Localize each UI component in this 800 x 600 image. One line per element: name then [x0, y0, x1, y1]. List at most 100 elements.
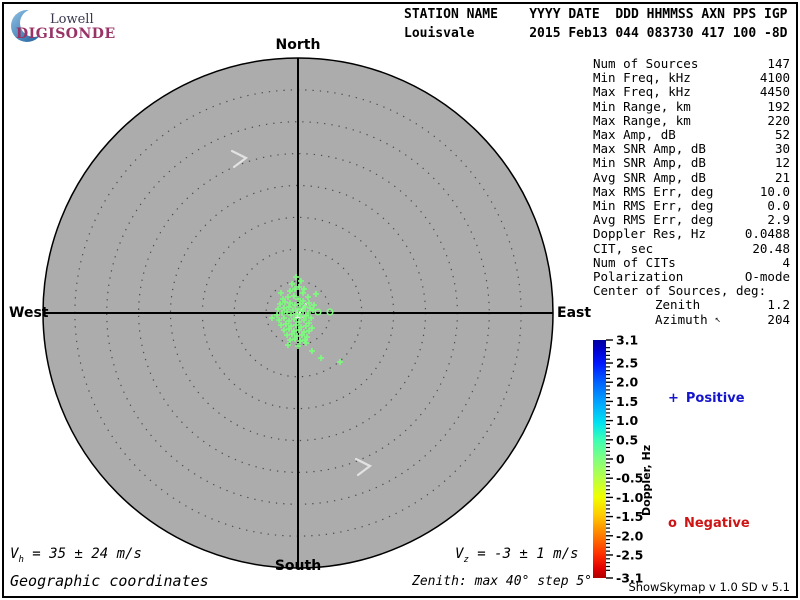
plus-marker-icon: +: [668, 391, 679, 406]
stat-row: Doppler Res, Hz 0.0488: [593, 227, 790, 241]
doppler-colorbar: 3.1 2.5 2.0 1.5 1.0 0.5 0 -0.5 -1.0 -1.5 -2.0 -2.5 -…: [593, 335, 644, 586]
svg-text:0.5: 0.5: [616, 432, 638, 447]
svg-text:-1.0: -1.0: [616, 490, 644, 505]
source-points-positive: [269, 274, 343, 365]
stat-label: Max Amp, dB: [593, 127, 676, 143]
stat-value: 12: [774, 155, 790, 171]
station-header-line1: STATION NAME YYYY DATE DDD HHMMSS AXN PP…: [404, 7, 788, 22]
compass-west-label: West: [9, 305, 49, 321]
stat-label: Min SNR Amp, dB: [593, 155, 706, 171]
version-text: ShowSkymap v 1.0 SD v 5.1: [628, 580, 790, 594]
svg-text:-3.1: -3.1: [616, 571, 643, 586]
stat-row: Max RMS Err, deg 10.0: [593, 183, 790, 199]
positive-legend: + Positive: [668, 391, 745, 406]
stat-label: Polarization: [593, 269, 684, 285]
stat-row: Num of CITs 4: [593, 254, 790, 270]
stat-value: 21: [774, 169, 790, 185]
vh-value: = 35 ± 24 m/s: [23, 546, 142, 562]
stat-label: Num of CITs: [593, 254, 676, 270]
stat-label: Max SNR Amp, dB: [593, 141, 706, 157]
stat-label: Max Range, km: [593, 112, 691, 128]
horizontal-velocity-text: Vh = 35 ± 24 m/s: [10, 546, 142, 565]
colorbar-tick-labels: 3.1 2.5 2.0 1.5 1.0 0.5 0 -0.5 -1.0 -1.5 -2.0 -2.5 -…: [616, 335, 644, 586]
stat-row: Avg SNR Amp, dB 21: [593, 169, 790, 185]
stat-label: Avg RMS Err, deg: [593, 212, 714, 228]
stat-value: 20.48: [752, 240, 790, 256]
vh-subscript: h: [18, 554, 24, 565]
positive-legend-label: Positive: [685, 391, 745, 406]
stat-value: 1.2: [767, 297, 790, 313]
vertical-velocity-text: Vz = -3 ± 1 m/s: [455, 546, 578, 565]
stat-value: 10.0: [759, 183, 790, 199]
stat-row: Center of Sources, deg:: [593, 284, 790, 298]
stat-label: Zenith: [655, 297, 701, 313]
svg-text:2.0: 2.0: [616, 375, 638, 390]
digisonde-logo: Lowell DIGISONDE: [8, 5, 138, 47]
stat-label: Center of Sources, deg:: [593, 283, 767, 299]
circle-marker-icon: o: [668, 516, 677, 531]
azimuth-direction-icon: ↖: [714, 313, 721, 325]
compass-north-label: North: [275, 37, 321, 53]
negative-legend: o Negative: [668, 516, 750, 531]
colorbar-ticks: [606, 339, 613, 579]
svg-text:2.5: 2.5: [616, 356, 638, 371]
stat-label: Azimuth: [655, 311, 708, 327]
stat-row: Min Freq, kHz 4100: [593, 71, 790, 85]
svg-text:-1.5: -1.5: [616, 509, 643, 524]
stat-row: Max Freq, kHz 4450: [593, 85, 790, 99]
source-points-negative: [314, 308, 334, 316]
stat-row: Max Range, km 220: [593, 112, 790, 128]
stat-label: Max Freq, kHz: [593, 84, 691, 100]
svg-text:0: 0: [616, 452, 625, 467]
stat-row: Avg RMS Err, deg 2.9: [593, 213, 790, 227]
logo-crescent-icon: [11, 9, 48, 42]
stat-value: 4: [782, 254, 790, 270]
svg-text:3.1: 3.1: [616, 335, 638, 348]
compass-south-label: South: [274, 558, 322, 574]
stat-value: 2.9: [767, 212, 790, 228]
stat-row: Polarization O-mode: [593, 269, 790, 285]
vz-subscript: z: [463, 554, 469, 565]
stat-row: Num of Sources 147: [593, 56, 790, 71]
stat-value: 30: [774, 141, 790, 157]
svg-text:-0.5: -0.5: [616, 471, 643, 486]
vz-value: = -3 ± 1 m/s: [468, 546, 579, 562]
stat-value: 204: [767, 311, 790, 327]
negative-legend-label: Negative: [683, 516, 750, 531]
coordinates-mode-text: Geographic coordinates: [10, 572, 209, 590]
compass-east-label: East: [557, 305, 592, 321]
stat-value: 0.0488: [744, 226, 790, 242]
vh-symbol: V: [10, 546, 19, 562]
stat-value: 147: [767, 56, 790, 71]
svg-text:-2.0: -2.0: [616, 528, 644, 543]
stat-value: 52: [774, 127, 790, 143]
svg-text:1.5: 1.5: [616, 394, 638, 409]
stat-label: Doppler Res, Hz: [593, 226, 706, 242]
stat-value: O-mode: [744, 269, 790, 285]
stat-value: 0.0: [767, 198, 790, 214]
stat-row: Min SNR Amp, dB 12: [593, 156, 790, 170]
stat-label: Min RMS Err, deg: [593, 198, 714, 214]
doppler-axis-label: Doppler, Hz: [640, 444, 653, 516]
stat-label: Min Freq, kHz: [593, 70, 691, 86]
station-header: STATION NAME YYYY DATE DDD HHMMSS AXN PP…: [404, 5, 788, 43]
stat-value: 192: [767, 98, 790, 114]
logo-lowell-text: Lowell: [50, 12, 94, 27]
svg-text:1.0: 1.0: [616, 413, 638, 428]
stat-row: Azimuth ↖ 204: [593, 311, 790, 327]
svg-text:-2.5: -2.5: [616, 547, 643, 562]
stat-row: Min RMS Err, deg 0.0: [593, 198, 790, 214]
stat-row: Min Range, km 192: [593, 98, 790, 114]
station-header-line2: Louisvale 2015 Feb13 044 083730 417 100 …: [404, 26, 788, 41]
chevron-markers: [230, 149, 373, 477]
stat-label: Avg SNR Amp, dB: [593, 169, 706, 185]
stat-value: 4450: [759, 84, 790, 100]
logo-digisonde-text: DIGISONDE: [16, 26, 116, 42]
zenith-range-text: Zenith: max 40° step 5°: [412, 574, 593, 589]
stat-row: Zenith 1.2: [593, 298, 790, 312]
stat-label: Max RMS Err, deg: [593, 183, 714, 199]
vz-symbol: V: [455, 546, 464, 562]
colorbar-gradient: [593, 340, 606, 578]
stat-row: Max SNR Amp, dB 30: [593, 142, 790, 156]
